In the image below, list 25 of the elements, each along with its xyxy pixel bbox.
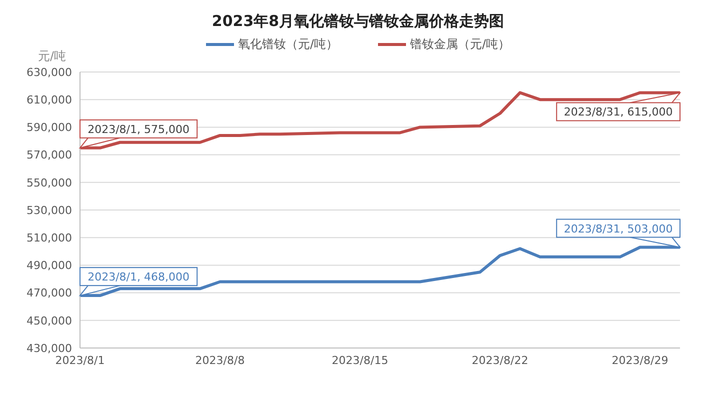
x-tick-label: 2023/8/15 xyxy=(332,354,388,367)
x-tick-label: 2023/8/1 xyxy=(55,354,105,367)
y-tick-label: 590,000 xyxy=(26,121,72,134)
annotation: 2023/8/31, 615,000 xyxy=(564,106,673,119)
y-tick-label: 490,000 xyxy=(26,259,72,272)
annotation: 2023/8/1, 575,000 xyxy=(88,122,190,136)
y-tick-label: 470,000 xyxy=(26,286,72,300)
annotation: 2023/8/1, 468,000 xyxy=(88,270,190,284)
y-tick-label: 450,000 xyxy=(26,314,72,328)
y-tick-label: 530,000 xyxy=(26,204,72,217)
annotation: 2023/8/31, 503,000 xyxy=(564,222,673,236)
y-tick-label: 430,000 xyxy=(26,342,72,355)
y-tick-label: 510,000 xyxy=(26,232,72,245)
line-series xyxy=(80,91,680,150)
x-tick-label: 2023/8/8 xyxy=(195,354,245,367)
legend-label: 氧化镨钕（元/吨） xyxy=(236,36,338,53)
y-tick-label: 550,000 xyxy=(26,176,72,190)
y-axis-title: 元/吨 xyxy=(38,48,66,65)
chart-title: 2023年8月氧化镨钕与镨钕金属价格走势图 xyxy=(210,12,506,31)
x-tick-label: 2023/8/29 xyxy=(612,354,668,367)
y-tick-label: 610,000 xyxy=(26,94,72,107)
y-tick-label: 570,000 xyxy=(26,148,72,162)
x-tick-label: 2023/8/22 xyxy=(472,354,528,367)
legend-label: 镨钕金属（元/吨） xyxy=(409,36,510,53)
y-tick-label: 630,000 xyxy=(26,66,72,79)
